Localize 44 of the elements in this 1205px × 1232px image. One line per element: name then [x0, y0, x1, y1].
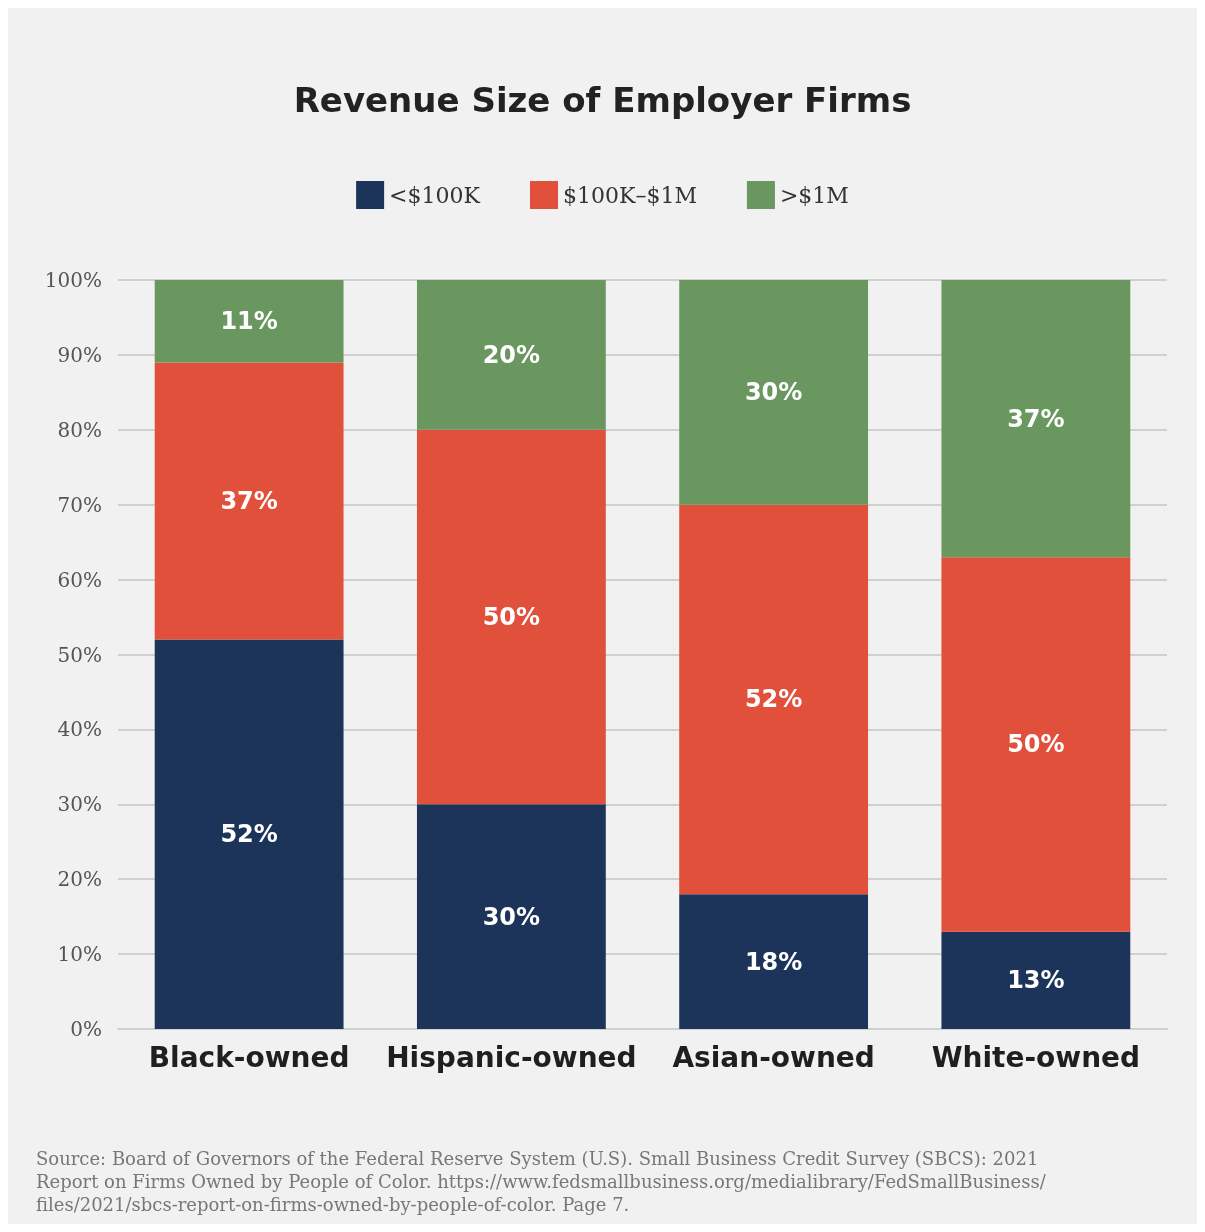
legend-label: >$1M [779, 182, 849, 208]
data-label: 13% [1007, 966, 1065, 995]
legend-label: <$100K [389, 182, 481, 208]
bar [416, 429, 606, 805]
y-tick-label: 20% [57, 867, 102, 892]
bar [941, 557, 1131, 932]
bar [416, 280, 606, 430]
data-label: 30% [744, 378, 803, 407]
bar [679, 280, 869, 505]
x-tick-label: Black-owned [148, 1040, 350, 1074]
bar [154, 280, 344, 363]
data-label: 11% [220, 307, 278, 336]
x-tick-label: Asian-owned [672, 1040, 875, 1074]
bar [941, 931, 1131, 1029]
data-label: 52% [220, 820, 278, 849]
x-tick-label: White-owned [931, 1040, 1141, 1074]
bar [154, 639, 344, 1029]
data-label: 50% [482, 603, 541, 632]
y-tick-label: 40% [57, 717, 102, 742]
data-label: 20% [482, 340, 541, 369]
chart-title: Revenue Size of Employer Firms [293, 80, 912, 120]
y-tick-label: 0% [70, 1017, 102, 1041]
data-label: 50% [1007, 730, 1065, 759]
y-tick-label: 80% [57, 417, 102, 442]
source-note: Source: Board of Governors of the Federal Reserve System (U.S). Small Business Credit Survey (SBCS): 2021 Report on Firms Owned by People of Color. https://www.fedsmallbusiness.org/medialibrary/FedSmallBusiness/files/2021/sbcs-report-on-firms-owned-by-people-of-color. Page 7. [36, 1148, 1047, 1215]
y-tick-label: 50% [57, 642, 102, 667]
data-label: 37% [220, 486, 278, 515]
y-tick-label: 100% [44, 268, 102, 292]
y-tick-label: 70% [57, 492, 102, 517]
bar [941, 280, 1131, 558]
legend-label: $100K–$1M [562, 182, 697, 208]
bar [416, 804, 606, 1029]
bar [154, 362, 344, 640]
data-label: 18% [744, 947, 803, 976]
data-label: 37% [1007, 404, 1065, 433]
y-tick-label: 90% [57, 342, 102, 367]
data-label: 52% [744, 685, 803, 714]
bar [679, 894, 869, 1029]
data-label: 30% [482, 902, 541, 931]
y-tick-label: 60% [57, 567, 102, 592]
y-tick-label: 10% [57, 942, 102, 967]
bar [679, 504, 869, 895]
x-tick-label: Hispanic-owned [386, 1040, 637, 1074]
y-tick-label: 30% [57, 792, 102, 817]
